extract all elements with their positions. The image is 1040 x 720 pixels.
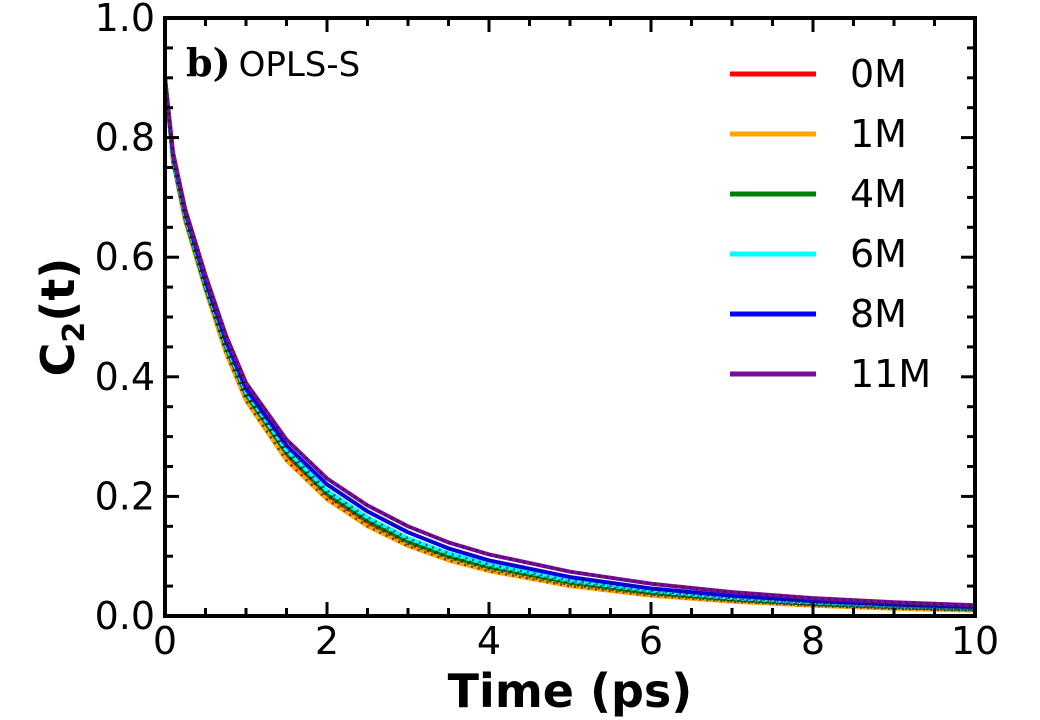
x-tick-label: 4: [477, 619, 501, 663]
y-tick-label: 0.2: [95, 474, 155, 518]
fit-line-4m: [163, 77, 976, 611]
fit-curves: [163, 77, 976, 612]
series-line-8m: [163, 75, 977, 609]
legend-label-11m: 11M: [850, 352, 931, 396]
series-line-0m: [163, 75, 977, 612]
data-curves: [163, 75, 977, 613]
legend-label-1m: 1M: [850, 112, 907, 156]
y-axis-title: C2(t): [31, 258, 92, 377]
series-line-6m: [163, 75, 977, 611]
x-tick-label: 0: [153, 619, 177, 663]
x-tick-labels: 0 2 4 6 8 10: [153, 619, 999, 663]
y-tick-label: 0.4: [95, 355, 155, 399]
y-axis-title-tail: (t): [31, 258, 85, 322]
y-tick-label: 0.6: [95, 235, 155, 279]
x-tick-label: 8: [801, 619, 825, 663]
fit-line-11m: [163, 77, 976, 607]
x-tick-label: 6: [639, 619, 663, 663]
y-axis-title-subscript: 2: [57, 322, 92, 343]
series-line-11m: [163, 75, 977, 608]
legend: 0M 1M 4M 6M 8M 11M: [730, 52, 931, 396]
series-line-1m: [163, 75, 977, 613]
x-tick-label: 10: [951, 619, 999, 663]
y-tick-label: 0.0: [95, 594, 155, 638]
legend-label-4m: 4M: [850, 172, 907, 216]
axis-ticks: [163, 16, 977, 618]
x-tick-label: 2: [315, 619, 339, 663]
fit-line-8m: [163, 77, 976, 609]
y-tick-label: 0.8: [95, 116, 155, 160]
fit-line-1m: [163, 77, 976, 612]
fit-line-6m: [163, 77, 976, 611]
legend-label-6m: 6M: [850, 232, 907, 276]
y-tick-labels: 0.0 0.2 0.4 0.6 0.8 1.0: [95, 0, 155, 638]
y-axis-title-main: C: [31, 343, 85, 377]
panel-title: b) OPLS-S: [186, 40, 360, 85]
x-axis-title: Time (ps): [448, 664, 693, 718]
y-tick-label: 1.0: [95, 0, 155, 40]
panel-name: OPLS-S: [239, 45, 361, 85]
legend-label-0m: 0M: [850, 52, 907, 96]
series-line-4m: [163, 75, 977, 612]
panel-label: b): [186, 40, 231, 85]
legend-label-8m: 8M: [850, 292, 907, 336]
fit-line-0m: [163, 77, 976, 612]
